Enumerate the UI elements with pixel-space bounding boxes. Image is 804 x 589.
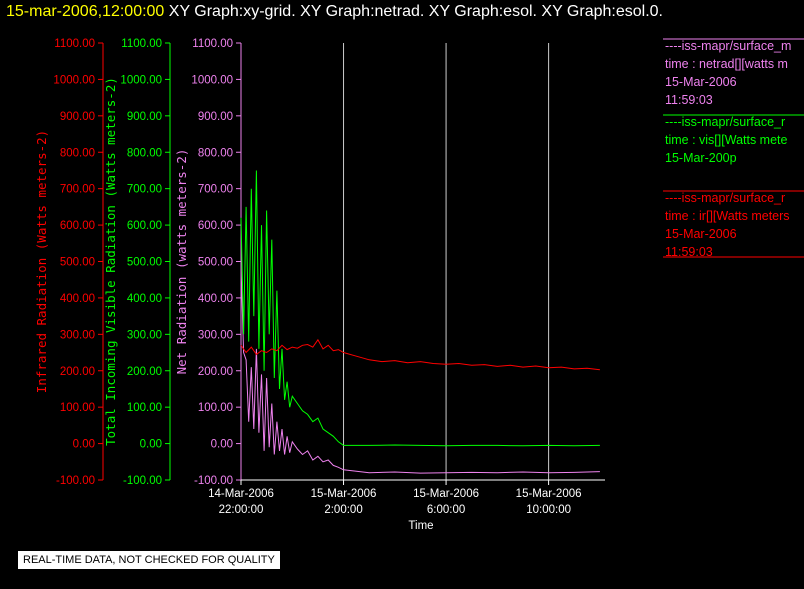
legend-text: 15-Mar-200p bbox=[665, 151, 737, 165]
legend-text: ----iss-mapr/surface_m bbox=[665, 39, 791, 53]
title-datetime: 15-mar-2006,12:00:00 bbox=[6, 3, 165, 20]
y-tick-label: 800.00 bbox=[198, 147, 233, 159]
x-tick-label-date: 14-Mar-2006 bbox=[208, 488, 274, 500]
x-tick-label-time: 22:00:00 bbox=[219, 504, 264, 516]
series-line bbox=[240, 338, 600, 371]
legend-text: 15-Mar-2006 bbox=[665, 227, 737, 241]
y-tick-label: 300.00 bbox=[60, 329, 95, 341]
y-tick-label: 500.00 bbox=[60, 257, 95, 269]
y-tick-label: 700.00 bbox=[127, 184, 162, 196]
y-tick-label: 800.00 bbox=[127, 147, 162, 159]
title-graphs: XY Graph:xy-grid. XY Graph:netrad. XY Gr… bbox=[168, 3, 663, 20]
y-tick-label: 400.00 bbox=[127, 293, 162, 305]
legend-text: ----iss-mapr/surface_r bbox=[665, 191, 785, 205]
y-tick-label: 0.00 bbox=[140, 439, 162, 451]
y-axis-1: -100.00 0.00 100.00 200.00 300.00 400.00 500.0… bbox=[34, 38, 104, 487]
y-tick-label: 200.00 bbox=[198, 366, 233, 378]
y-tick-label: 800.00 bbox=[60, 147, 95, 159]
y-tick-label: 0.00 bbox=[211, 439, 233, 451]
x-tick-label-date: 15-Mar-2006 bbox=[413, 488, 479, 500]
y-axis-title: Net Radiation (watts meters-2) bbox=[174, 149, 189, 375]
y-tick-label: 700.00 bbox=[60, 184, 95, 196]
x-axis: 14-Mar-2006 22:00:00 15-Mar-2006 2:00:00 15-… bbox=[208, 479, 605, 532]
series-line bbox=[240, 170, 600, 447]
y-tick-label: 1000.00 bbox=[53, 74, 95, 86]
y-tick-label: 600.00 bbox=[198, 220, 233, 232]
legend-text: time : netrad[][watts m bbox=[665, 57, 788, 71]
y-tick-label: 100.00 bbox=[198, 402, 233, 414]
y-tick-label: 1100.00 bbox=[192, 38, 233, 50]
y-tick-label: 400.00 bbox=[198, 293, 233, 305]
legend-text: 15-Mar-2006 bbox=[665, 75, 737, 89]
x-tick-label-time: 2:00:00 bbox=[324, 504, 362, 516]
y-tick-label: 900.00 bbox=[198, 111, 233, 123]
series-line bbox=[240, 265, 600, 474]
legend-text: 11:59:03 bbox=[665, 93, 713, 107]
y-tick-label: 600.00 bbox=[127, 220, 162, 232]
y-tick-label: 1100.00 bbox=[121, 38, 162, 50]
x-tick-label-date: 15-Mar-2006 bbox=[516, 488, 582, 500]
y-tick-label: 300.00 bbox=[127, 329, 162, 341]
x-axis-title: Time bbox=[408, 520, 433, 532]
x-tick-label-time: 6:00:00 bbox=[427, 504, 465, 516]
legend-text: time : vis[][Watts mete bbox=[665, 133, 788, 147]
y-tick-label: 1000.00 bbox=[120, 74, 162, 86]
y-tick-label: 500.00 bbox=[127, 257, 162, 269]
y-tick-label: 300.00 bbox=[198, 329, 233, 341]
y-axis-title: Total Incoming Visible Radiation (Watts … bbox=[103, 77, 118, 446]
y-tick-label: 900.00 bbox=[127, 111, 162, 123]
y-tick-label: 100.00 bbox=[60, 402, 95, 414]
y-tick-label: -100.00 bbox=[194, 475, 233, 487]
y-tick-label: 200.00 bbox=[60, 366, 95, 378]
y-axis-3: -100.00 0.00 100.00 200.00 300.00 400.00 500.0… bbox=[174, 38, 242, 487]
y-tick-label: 500.00 bbox=[198, 257, 233, 269]
y-tick-label: 100.00 bbox=[127, 402, 162, 414]
y-tick-label: -100.00 bbox=[123, 475, 162, 487]
y-tick-label: 700.00 bbox=[198, 184, 233, 196]
quality-notice: REAL-TIME DATA, NOT CHECKED FOR QUALITY bbox=[18, 551, 280, 569]
y-tick-label: 200.00 bbox=[127, 366, 162, 378]
x-tick-label-date: 15-Mar-2006 bbox=[311, 488, 377, 500]
y-tick-label: 400.00 bbox=[60, 293, 95, 305]
y-tick-label: 900.00 bbox=[60, 111, 95, 123]
legend-text: ----iss-mapr/surface_r bbox=[665, 115, 785, 129]
y-tick-label: 600.00 bbox=[60, 220, 95, 232]
y-tick-label: 1100.00 bbox=[54, 38, 95, 50]
graph-title: 15-mar-2006,12:00:00 XY Graph:xy-grid. X… bbox=[6, 3, 663, 21]
y-axis-2: -100.00 0.00 100.00 200.00 300.00 400.00 500.0… bbox=[103, 38, 171, 487]
x-tick-label-time: 10:00:00 bbox=[526, 504, 571, 516]
y-tick-label: -100.00 bbox=[56, 475, 95, 487]
y-tick-label: 1000.00 bbox=[191, 74, 233, 86]
y-tick-label: 0.00 bbox=[73, 439, 95, 451]
legend-text: time : ir[][Watts meters bbox=[665, 209, 790, 223]
y-axis-title: Infrared Radiation (Watts meters-2) bbox=[34, 130, 49, 393]
legend-text: 11:59:03 bbox=[665, 245, 713, 259]
